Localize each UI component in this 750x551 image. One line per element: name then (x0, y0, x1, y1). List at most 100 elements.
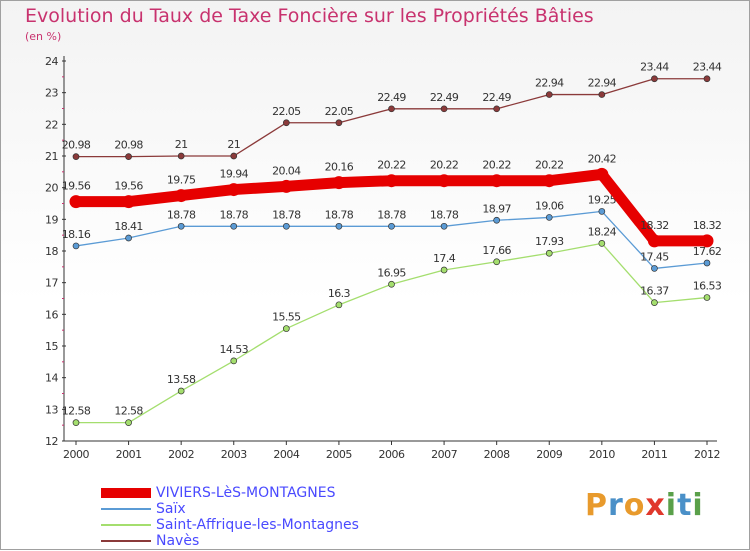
legend-swatch (101, 540, 151, 542)
data-point (72, 419, 80, 426)
data-label: 22.49 (377, 91, 406, 104)
data-label: 20.22 (482, 159, 511, 172)
data-point (545, 91, 553, 98)
legend-swatch (101, 508, 151, 510)
y-tick-label: 17 (45, 277, 58, 290)
data-label: 17.66 (482, 244, 511, 257)
data-point (72, 153, 80, 160)
data-label: 22.94 (588, 77, 617, 90)
x-tick-label: 2007 (431, 448, 457, 461)
legend-label: VIVIERS-LèS-MONTAGNES (156, 485, 336, 501)
data-label: 19.06 (535, 199, 564, 212)
data-point (703, 294, 711, 301)
data-label: 20.98 (114, 139, 143, 152)
data-point (542, 174, 556, 188)
data-label: 20.16 (325, 161, 354, 174)
data-label: 17.62 (693, 245, 722, 258)
data-point (122, 195, 136, 209)
data-point (279, 179, 293, 193)
data-label: 18.32 (693, 219, 722, 232)
data-point (177, 222, 185, 230)
legend-swatch (101, 488, 151, 498)
data-label: 18.16 (62, 228, 91, 241)
data-label: 14.53 (220, 343, 249, 356)
data-label: 22.49 (430, 91, 459, 104)
data-point (703, 259, 711, 267)
data-point (440, 222, 448, 230)
data-label: 22.94 (535, 77, 564, 90)
data-label: 22.05 (272, 105, 301, 118)
data-point (282, 325, 290, 332)
data-label: 17.45 (640, 250, 669, 263)
x-tick-label: 2000 (63, 448, 89, 461)
data-point (440, 266, 448, 274)
data-label: 19.25 (588, 193, 617, 206)
y-tick-label: 14 (45, 372, 58, 385)
data-label: 19.56 (114, 180, 143, 193)
data-label: 19.56 (62, 180, 91, 193)
data-label: 21 (175, 138, 188, 151)
data-point (651, 265, 658, 272)
legend-item: Navès (101, 533, 199, 549)
data-point (174, 189, 188, 203)
data-point (230, 152, 238, 160)
data-point (177, 387, 185, 395)
data-label: 13.58 (167, 373, 196, 386)
data-point (125, 419, 132, 426)
data-label: 23.44 (640, 61, 669, 74)
y-tick-label: 19 (45, 213, 58, 226)
data-point (282, 222, 290, 230)
data-label: 18.97 (482, 202, 511, 215)
data-point (647, 234, 661, 248)
y-tick-label: 12 (45, 435, 58, 448)
chart-subtitle: (en %) (25, 30, 62, 43)
x-tick-label: 2005 (326, 448, 352, 461)
data-label: 22.05 (325, 105, 354, 118)
data-point (493, 105, 501, 113)
data-point (440, 105, 448, 113)
y-tick-label: 18 (45, 245, 58, 258)
data-point (388, 280, 395, 288)
data-point (69, 195, 83, 209)
data-label: 17.4 (433, 252, 456, 265)
data-label: 17.93 (535, 235, 564, 248)
x-tick-label: 2002 (168, 448, 194, 461)
data-point (282, 119, 290, 127)
y-tick-label: 20 (45, 182, 58, 195)
data-label: 18.78 (272, 208, 301, 221)
legend-label: Saïx (156, 501, 186, 517)
y-tick-label: 21 (45, 150, 58, 163)
data-point (332, 176, 346, 190)
data-label: 12.58 (114, 405, 143, 418)
chart-title: Evolution du Taux de Taxe Foncière sur l… (25, 5, 594, 27)
data-point (335, 119, 343, 127)
data-point (493, 258, 501, 266)
x-tick-label: 2006 (379, 448, 405, 461)
proxiti-logo: Proxiti (585, 488, 704, 523)
legend-item: VIVIERS-LèS-MONTAGNES (101, 485, 335, 501)
data-label: 18.78 (430, 208, 459, 221)
y-tick-label: 16 (45, 308, 58, 321)
data-label: 20.22 (535, 159, 564, 172)
legend-swatch (101, 524, 151, 526)
data-label: 20.42 (588, 152, 617, 165)
data-label: 19.94 (220, 168, 249, 181)
data-label: 20.22 (377, 159, 406, 172)
data-label: 18.78 (167, 208, 196, 221)
data-point (230, 357, 238, 365)
data-label: 16.95 (377, 266, 406, 279)
data-point (703, 75, 711, 83)
data-label: 18.32 (640, 219, 669, 232)
y-tick-label: 15 (45, 340, 58, 353)
data-point (125, 153, 132, 160)
data-label: 21 (227, 138, 240, 151)
y-tick-label: 13 (45, 403, 58, 416)
data-label: 18.41 (114, 220, 143, 233)
legend-label: Saint-Affrique-les-Montagnes (156, 517, 359, 533)
data-label: 22.49 (482, 91, 511, 104)
legend-label: Navès (156, 533, 200, 549)
legend-item: Saint-Affrique-les-Montagnes (101, 517, 359, 533)
x-tick-label: 2012 (694, 448, 720, 461)
legend-item: Saïx (101, 501, 186, 517)
